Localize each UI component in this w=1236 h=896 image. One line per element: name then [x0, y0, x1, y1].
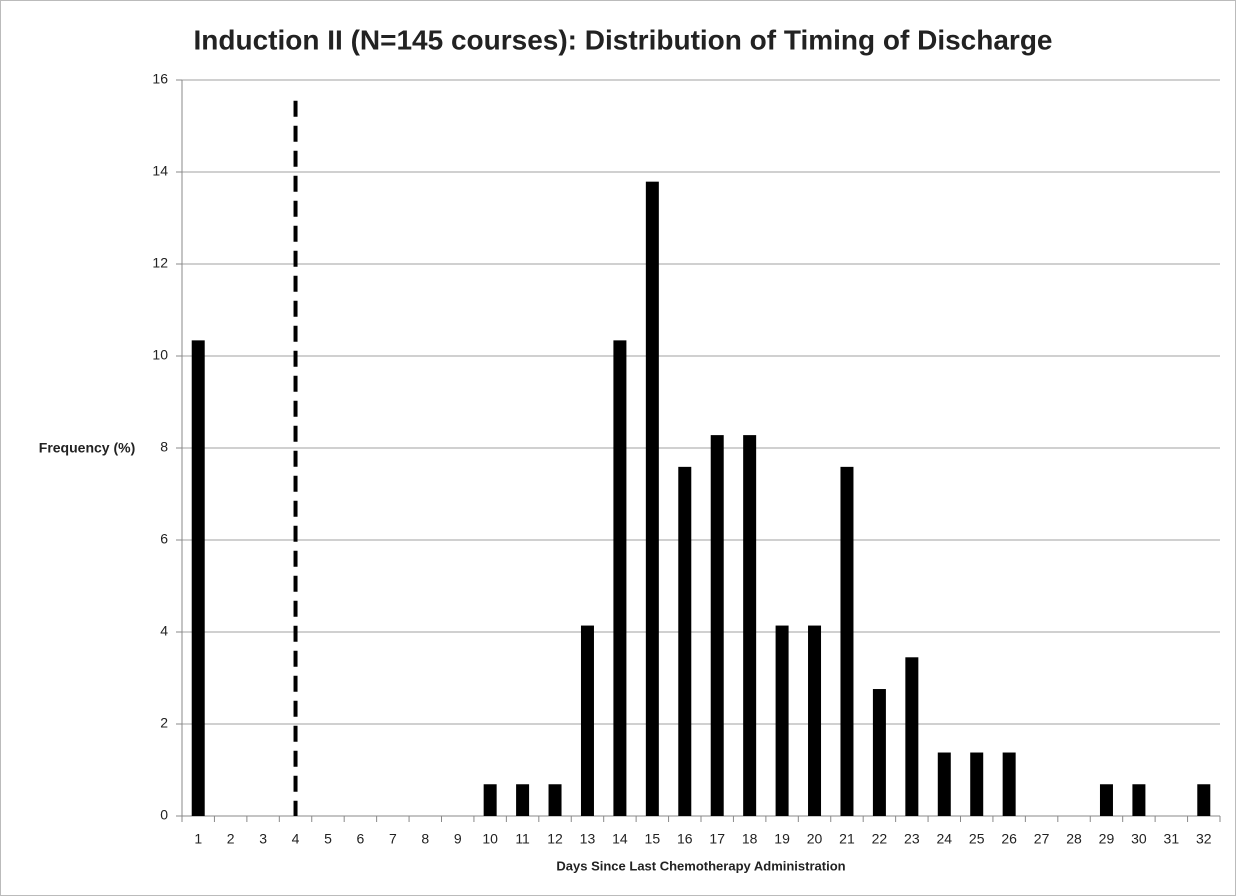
bar — [548, 784, 562, 816]
x-tick-label: 28 — [1066, 831, 1082, 847]
bar — [1099, 784, 1113, 816]
x-tick-label: 24 — [936, 831, 952, 847]
x-tick-label: 6 — [357, 831, 365, 847]
x-tick-label: 7 — [389, 831, 397, 847]
bar — [710, 435, 724, 816]
bar — [937, 752, 951, 816]
x-tick-label: 26 — [1001, 831, 1017, 847]
x-tick-label: 12 — [547, 831, 563, 847]
x-tick-label: 21 — [839, 831, 855, 847]
x-tick-label: 22 — [872, 831, 888, 847]
y-tick-label: 12 — [152, 255, 168, 271]
bar — [516, 784, 530, 816]
bar — [905, 657, 919, 816]
bar — [1132, 784, 1146, 816]
y-tick-label: 10 — [152, 347, 168, 363]
x-tick-label: 32 — [1196, 831, 1212, 847]
bar — [1197, 784, 1211, 816]
x-tick-label: 11 — [515, 831, 530, 847]
bar — [613, 340, 627, 816]
x-tick-label: 3 — [259, 831, 267, 847]
y-tick-label: 4 — [160, 623, 168, 639]
x-tick-label: 20 — [807, 831, 823, 847]
x-tick-label: 14 — [612, 831, 628, 847]
x-tick-label: 5 — [324, 831, 332, 847]
y-tick-label: 14 — [152, 163, 168, 179]
x-tick-label: 8 — [421, 831, 429, 847]
y-axis-title: Frequency (%) — [39, 440, 135, 456]
bar — [191, 340, 205, 816]
y-tick-label: 2 — [160, 715, 168, 731]
bar — [775, 625, 789, 816]
bar — [743, 435, 757, 816]
bar — [808, 625, 822, 816]
x-tick-label: 9 — [454, 831, 462, 847]
chart-title: Induction II (N=145 courses): Distributi… — [193, 24, 1052, 55]
bar — [645, 181, 659, 816]
x-tick-label: 1 — [194, 831, 202, 847]
x-tick-label: 2 — [227, 831, 235, 847]
x-tick-label: 17 — [709, 831, 725, 847]
bar — [840, 466, 854, 816]
x-tick-label: 16 — [677, 831, 693, 847]
x-tick-label: 27 — [1034, 831, 1050, 847]
x-tick-label: 15 — [645, 831, 661, 847]
x-tick-label: 10 — [482, 831, 498, 847]
x-axis-title: Days Since Last Chemotherapy Administrat… — [556, 858, 845, 873]
bar — [1002, 752, 1016, 816]
bar — [678, 466, 692, 816]
x-tick-label: 30 — [1131, 831, 1147, 847]
x-tick-label: 23 — [904, 831, 920, 847]
x-tick-label: 4 — [292, 831, 300, 847]
x-tick-label: 29 — [1099, 831, 1115, 847]
bar — [970, 752, 984, 816]
x-tick-label: 25 — [969, 831, 985, 847]
y-tick-label: 6 — [160, 531, 168, 547]
x-tick-label: 19 — [774, 831, 790, 847]
y-tick-label: 0 — [160, 807, 168, 823]
bar — [483, 784, 497, 816]
x-tick-label: 31 — [1164, 831, 1180, 847]
y-tick-label: 8 — [160, 439, 168, 455]
bar — [872, 689, 886, 816]
bar — [580, 625, 594, 816]
y-tick-label: 16 — [152, 71, 168, 87]
x-tick-label: 13 — [580, 831, 596, 847]
x-tick-label: 18 — [742, 831, 758, 847]
